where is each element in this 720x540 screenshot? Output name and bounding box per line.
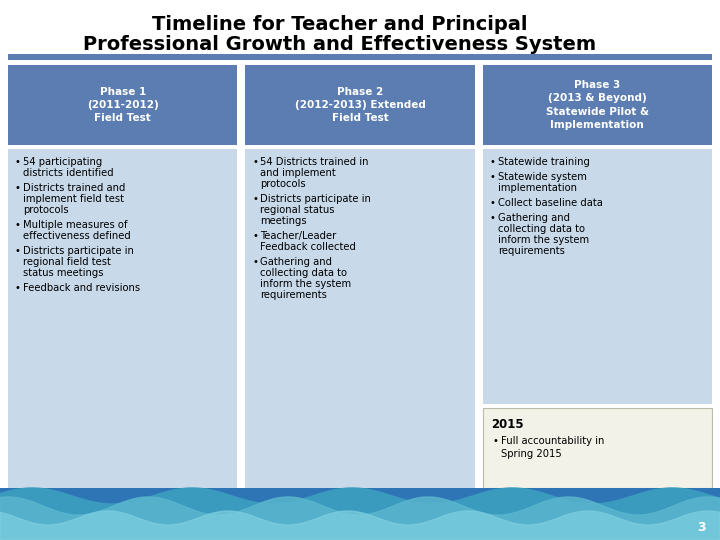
Text: •: •: [15, 246, 21, 256]
Text: inform the system: inform the system: [261, 279, 351, 289]
Text: 2015: 2015: [490, 418, 523, 431]
Text: Professional Growth and Effectiveness System: Professional Growth and Effectiveness Sy…: [84, 35, 597, 53]
FancyBboxPatch shape: [0, 488, 720, 540]
Text: •: •: [490, 157, 495, 167]
Text: regional field test: regional field test: [23, 257, 111, 267]
Text: Gathering and: Gathering and: [498, 213, 570, 223]
Text: implementation: implementation: [498, 183, 577, 193]
FancyBboxPatch shape: [246, 149, 474, 488]
Text: •: •: [252, 257, 258, 267]
Text: Statewide system: Statewide system: [498, 172, 587, 182]
Text: implement field test: implement field test: [23, 194, 124, 204]
FancyBboxPatch shape: [482, 408, 712, 488]
Text: •: •: [15, 183, 21, 193]
Text: •: •: [490, 198, 495, 208]
Text: districts identified: districts identified: [23, 168, 114, 178]
Text: Feedback collected: Feedback collected: [261, 242, 356, 252]
Text: •: •: [490, 213, 495, 223]
Text: 54 participating: 54 participating: [23, 157, 102, 167]
Text: Full accountability in
Spring 2015: Full accountability in Spring 2015: [500, 436, 604, 459]
FancyBboxPatch shape: [482, 65, 712, 145]
Text: protocols: protocols: [261, 179, 306, 189]
Text: 54 Districts trained in: 54 Districts trained in: [261, 157, 369, 167]
FancyBboxPatch shape: [8, 65, 238, 145]
Text: •: •: [252, 194, 258, 204]
FancyBboxPatch shape: [8, 54, 712, 60]
Text: Districts participate in: Districts participate in: [261, 194, 372, 204]
Text: meetings: meetings: [261, 216, 307, 226]
Text: Phase 3
(2013 & Beyond)
Statewide Pilot &
Implementation: Phase 3 (2013 & Beyond) Statewide Pilot …: [546, 80, 649, 130]
Text: •: •: [252, 157, 258, 167]
Text: Districts trained and: Districts trained and: [23, 183, 125, 193]
Text: Phase 1
(2011-2012)
Field Test: Phase 1 (2011-2012) Field Test: [87, 87, 158, 123]
Text: requirements: requirements: [498, 246, 564, 256]
Text: Phase 2
(2012-2013) Extended
Field Test: Phase 2 (2012-2013) Extended Field Test: [294, 87, 426, 123]
Text: inform the system: inform the system: [498, 235, 589, 245]
Text: •: •: [252, 231, 258, 241]
Text: collecting data to: collecting data to: [498, 224, 585, 234]
FancyBboxPatch shape: [482, 149, 712, 404]
Text: •: •: [15, 157, 21, 167]
Text: regional status: regional status: [261, 205, 335, 215]
Text: 3: 3: [698, 521, 706, 534]
Text: effectiveness defined: effectiveness defined: [23, 231, 131, 241]
Text: status meetings: status meetings: [23, 268, 104, 278]
Text: Gathering and: Gathering and: [261, 257, 333, 267]
Text: Timeline for Teacher and Principal: Timeline for Teacher and Principal: [152, 15, 528, 33]
Text: •: •: [492, 436, 498, 446]
Text: •: •: [15, 220, 21, 230]
Text: and implement: and implement: [261, 168, 336, 178]
Text: Multiple measures of: Multiple measures of: [23, 220, 127, 230]
Text: Collect baseline data: Collect baseline data: [498, 198, 603, 208]
FancyBboxPatch shape: [8, 149, 238, 488]
Text: Districts participate in: Districts participate in: [23, 246, 134, 256]
Text: Teacher/Leader: Teacher/Leader: [261, 231, 336, 241]
Text: •: •: [15, 283, 21, 293]
Text: collecting data to: collecting data to: [261, 268, 347, 278]
Text: Feedback and revisions: Feedback and revisions: [23, 283, 140, 293]
Text: •: •: [490, 172, 495, 182]
Text: requirements: requirements: [261, 290, 327, 300]
FancyBboxPatch shape: [246, 65, 474, 145]
Text: Statewide training: Statewide training: [498, 157, 590, 167]
Text: protocols: protocols: [23, 205, 68, 215]
